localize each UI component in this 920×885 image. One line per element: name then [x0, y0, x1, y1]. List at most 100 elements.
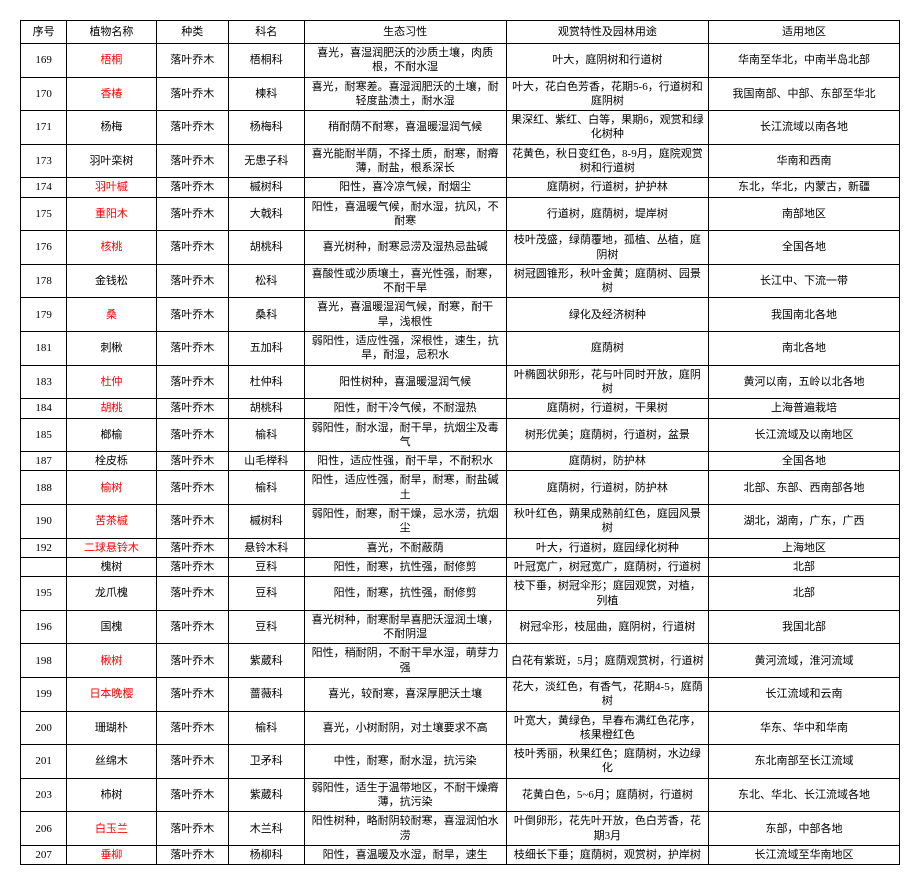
cell-use: 庭荫树，行道树，防护林: [506, 471, 708, 505]
cell-family: 胡桃科: [228, 231, 304, 265]
cell-habit: 弱阳性，适应性强，深根性，速生，抗旱，耐湿，忌积水: [304, 332, 506, 366]
cell-type: 落叶乔木: [156, 264, 228, 298]
cell-region: 北部: [709, 577, 900, 611]
cell-region: 湖北，湖南，广东，广西: [709, 505, 900, 539]
cell-use: 枝下垂，树冠伞形；庭园观赏，对植，列植: [506, 577, 708, 611]
cell-seq: 173: [21, 144, 67, 178]
cell-family: 楝科: [228, 77, 304, 111]
table-row: 176核桃落叶乔木胡桃科喜光树种，耐寒忌涝及湿热忌盐碱枝叶茂盛，绿荫覆地，孤植、…: [21, 231, 900, 265]
cell-region: 上海普遍栽培: [709, 399, 900, 418]
table-row: 184胡桃落叶乔木胡桃科阳性，耐干冷气候，不耐湿热庭荫树，行道树，干果树上海普遍…: [21, 399, 900, 418]
cell-name: 胡桃: [67, 399, 156, 418]
cell-name: 重阳木: [67, 197, 156, 231]
cell-type: 落叶乔木: [156, 365, 228, 399]
table-row: 183杜仲落叶乔木杜仲科阳性树种，喜温暖湿润气候叶椭圆状卵形，花与叶同时开放，庭…: [21, 365, 900, 399]
cell-name: 栓皮栎: [67, 452, 156, 471]
cell-seq: 195: [21, 577, 67, 611]
table-row: 181刺楸落叶乔木五加科弱阳性，适应性强，深根性，速生，抗旱，耐湿，忌积水庭荫树…: [21, 332, 900, 366]
cell-use: 庭荫树，防护林: [506, 452, 708, 471]
table-row: 188榆树落叶乔木榆科阳性，适应性强，耐旱，耐寒，耐盐碱土庭荫树，行道树，防护林…: [21, 471, 900, 505]
cell-use: 叶宽大，黄绿色，早春布满红色花序，核果橙红色: [506, 711, 708, 745]
cell-seq: 190: [21, 505, 67, 539]
cell-type: 落叶乔木: [156, 418, 228, 452]
table-body: 169梧桐落叶乔木梧桐科喜光，喜湿润肥沃的沙质土壤，肉质根，不耐水湿叶大，庭阴树…: [21, 44, 900, 865]
cell-region: 南部地区: [709, 197, 900, 231]
cell-seq: 185: [21, 418, 67, 452]
cell-seq: 203: [21, 778, 67, 812]
cell-region: 长江流域和云南: [709, 677, 900, 711]
cell-type: 落叶乔木: [156, 505, 228, 539]
cell-region: 我国北部: [709, 610, 900, 644]
cell-name: 桑: [67, 298, 156, 332]
cell-seq: 196: [21, 610, 67, 644]
cell-region: 黄河流域，淮河流域: [709, 644, 900, 678]
cell-use: 庭荫树: [506, 332, 708, 366]
cell-name: 柿树: [67, 778, 156, 812]
table-row: 185榔榆落叶乔木榆科弱阳性，耐水湿，耐干旱，抗烟尘及毒气树形优美；庭荫树，行道…: [21, 418, 900, 452]
table-row: 198楸树落叶乔木紫葳科阳性，稍耐阴，不耐干旱水湿，萌芽力强白花有紫斑，5月；庭…: [21, 644, 900, 678]
cell-region: 长江流域至华南地区: [709, 845, 900, 864]
cell-habit: 阳性，喜冷凉气候，耐烟尘: [304, 178, 506, 197]
cell-family: 杨梅科: [228, 111, 304, 145]
cell-habit: 喜光，较耐寒，喜深厚肥沃土壤: [304, 677, 506, 711]
table-row: 199日本晚樱落叶乔木蔷薇科喜光，较耐寒，喜深厚肥沃土壤花大，淡红色，有香气，花…: [21, 677, 900, 711]
table-row: 179桑落叶乔木桑科喜光，喜温暖湿润气候，耐寒，耐干旱，浅根性绿化及经济树种我国…: [21, 298, 900, 332]
cell-habit: 喜光树种，耐寒耐旱喜肥沃湿润土壤，不耐阴湿: [304, 610, 506, 644]
cell-name: 梧桐: [67, 44, 156, 78]
cell-region: 东北、华北、长江流域各地: [709, 778, 900, 812]
cell-family: 悬铃木科: [228, 538, 304, 557]
cell-family: 杨柳科: [228, 845, 304, 864]
cell-type: 落叶乔木: [156, 610, 228, 644]
cell-seq: 184: [21, 399, 67, 418]
cell-name: 日本晚樱: [67, 677, 156, 711]
cell-type: 落叶乔木: [156, 471, 228, 505]
cell-habit: 喜酸性或沙质壤土，喜光性强，耐寒，不耐干旱: [304, 264, 506, 298]
cell-habit: 喜光树种，耐寒忌涝及湿热忌盐碱: [304, 231, 506, 265]
cell-region: 东北南部至长江流域: [709, 745, 900, 779]
cell-seq: 178: [21, 264, 67, 298]
cell-seq: 176: [21, 231, 67, 265]
cell-family: 榆科: [228, 471, 304, 505]
cell-use: 叶大，花白色芳香，花期5-6，行道树和庭阴树: [506, 77, 708, 111]
cell-family: 蔷薇科: [228, 677, 304, 711]
table-row: 槐树落叶乔木豆科阳性，耐寒，抗性强，耐修剪叶冠宽广，树冠宽广，庭荫树，行道树北部: [21, 557, 900, 576]
cell-use: 秋叶红色，蒴果成熟前红色，庭园风景树: [506, 505, 708, 539]
cell-habit: 弱阳性，适生于温带地区，不耐干燥瘠薄，抗污染: [304, 778, 506, 812]
table-row: 200珊瑚朴落叶乔木榆科喜光，小树耐阴，对土壤要求不高叶宽大，黄绿色，早春布满红…: [21, 711, 900, 745]
cell-use: 树形优美；庭荫树，行道树，盆景: [506, 418, 708, 452]
cell-seq: 183: [21, 365, 67, 399]
cell-type: 落叶乔木: [156, 298, 228, 332]
cell-use: 花大，淡红色，有香气，花期4-5，庭荫树: [506, 677, 708, 711]
cell-name: 龙爪槐: [67, 577, 156, 611]
cell-use: 叶大，行道树，庭园绿化树种: [506, 538, 708, 557]
cell-region: 北部: [709, 557, 900, 576]
cell-name: 金钱松: [67, 264, 156, 298]
cell-use: 花黄色，秋日变红色，8-9月，庭院观赏树和行道树: [506, 144, 708, 178]
cell-family: 胡桃科: [228, 399, 304, 418]
cell-region: 华东、华中和华南: [709, 711, 900, 745]
cell-region: 华南至华北，中南半岛北部: [709, 44, 900, 78]
table-row: 203柿树落叶乔木紫葳科弱阳性，适生于温带地区，不耐干燥瘠薄，抗污染花黄白色，5…: [21, 778, 900, 812]
cell-habit: 中性，耐寒，耐水湿，抗污染: [304, 745, 506, 779]
table-row: 175重阳木落叶乔木大戟科阳性，喜温暖气候，耐水湿，抗风，不耐寒行道树，庭荫树，…: [21, 197, 900, 231]
table-row: 195龙爪槐落叶乔木豆科阳性，耐寒，抗性强，耐修剪枝下垂，树冠伞形；庭园观赏，对…: [21, 577, 900, 611]
cell-family: 五加科: [228, 332, 304, 366]
cell-family: 紫葳科: [228, 644, 304, 678]
cell-use: 枝叶秀丽，秋果红色；庭荫树，水边绿化: [506, 745, 708, 779]
cell-type: 落叶乔木: [156, 44, 228, 78]
cell-family: 豆科: [228, 577, 304, 611]
cell-family: 卫矛科: [228, 745, 304, 779]
cell-family: 豆科: [228, 557, 304, 576]
cell-name: 杨梅: [67, 111, 156, 145]
cell-habit: 阳性，稍耐阴，不耐干旱水湿，萌芽力强: [304, 644, 506, 678]
cell-seq: 169: [21, 44, 67, 78]
cell-use: 枝叶茂盛，绿荫覆地，孤植、丛植，庭阴树: [506, 231, 708, 265]
cell-type: 落叶乔木: [156, 778, 228, 812]
cell-name: 丝绵木: [67, 745, 156, 779]
cell-region: 上海地区: [709, 538, 900, 557]
cell-family: 木兰科: [228, 812, 304, 846]
cell-seq: 198: [21, 644, 67, 678]
table-row: 169梧桐落叶乔木梧桐科喜光，喜湿润肥沃的沙质土壤，肉质根，不耐水湿叶大，庭阴树…: [21, 44, 900, 78]
header-type: 种类: [156, 21, 228, 44]
cell-habit: 阳性树种，略耐阴较耐寒，喜湿润怕水涝: [304, 812, 506, 846]
